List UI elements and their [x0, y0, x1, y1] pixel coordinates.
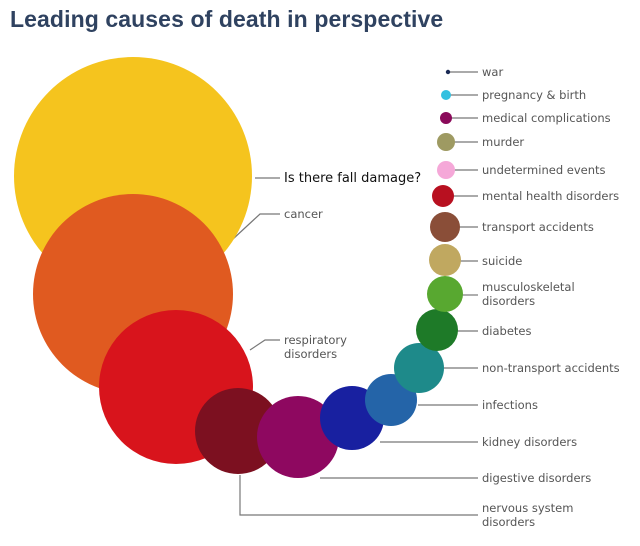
bubble-digestive [257, 396, 339, 478]
label-nervous-2: disorders [482, 515, 535, 529]
bubble-war [445, 69, 451, 75]
label-infections: infections [482, 398, 538, 412]
label-kidney: kidney disorders [482, 435, 577, 449]
label-transport: transport accidents [482, 220, 594, 234]
label-respiratory-2: disorders [284, 347, 337, 361]
label-musculo-2: disorders [482, 294, 535, 308]
label-nontransport: non-transport accidents [482, 361, 620, 375]
label-undetermined: undetermined events [482, 163, 606, 177]
bubbles [14, 57, 463, 478]
bubble-diabetes [416, 309, 458, 351]
bubble-transport [430, 212, 460, 242]
label-pregnancy: pregnancy & birth [482, 88, 586, 102]
bubble-pregnancy [441, 90, 451, 100]
label-cancer: cancer [284, 207, 323, 221]
label-mental: mental health disorders [482, 189, 619, 203]
chart-title: Leading causes of death in perspective [10, 6, 444, 32]
bubble-nervous-system [195, 388, 281, 474]
label-medical: medical complications [482, 111, 611, 125]
label-suicide: suicide [482, 254, 522, 268]
overlay-caption: Is there fall damage? [284, 171, 421, 186]
bubble-musculoskeletal [427, 276, 463, 312]
bubble-medical [440, 112, 452, 124]
label-murder: murder [482, 135, 524, 149]
label-respiratory-1: respiratory [284, 333, 347, 347]
bubble-murder [437, 133, 455, 151]
label-nervous-1: nervous system [482, 501, 573, 515]
labels: war pregnancy & birth medical complicati… [284, 65, 620, 529]
bubble-non-transport [394, 343, 444, 393]
label-diabetes: diabetes [482, 324, 532, 338]
label-war: war [482, 65, 503, 79]
bubble-undetermined [437, 161, 455, 179]
label-digestive: digestive disorders [482, 471, 591, 485]
bubble-suicide [429, 244, 461, 276]
label-musculo-1: musculoskeletal [482, 280, 575, 294]
bubble-mental-health [432, 185, 454, 207]
